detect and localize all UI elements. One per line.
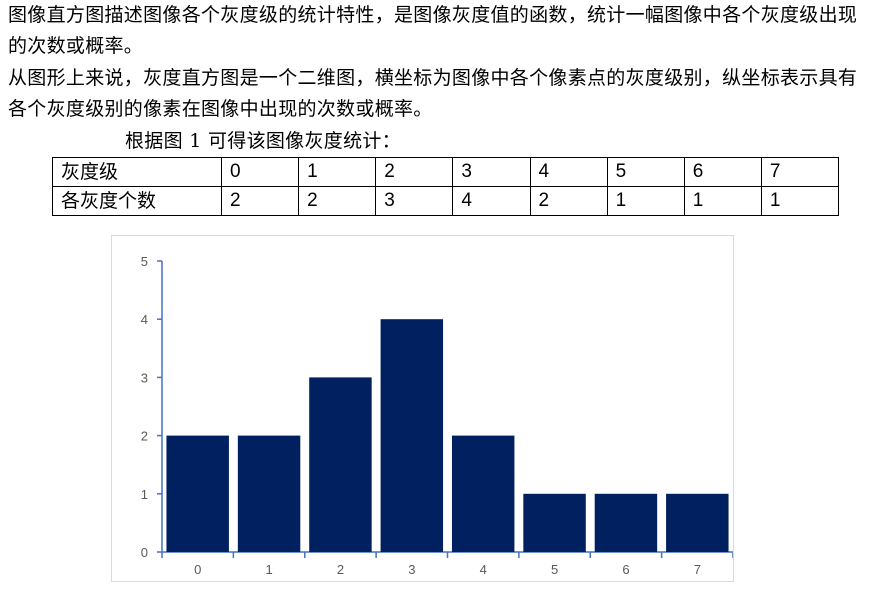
x-tick-label: 4 — [480, 562, 487, 577]
count-cell: 2 — [529, 186, 608, 216]
bar — [523, 493, 586, 552]
paragraph-graph-description: 从图形上来说，灰度直方图是一个二维图，横坐标为图像中各个像素点的灰度级别，纵坐标… — [8, 67, 858, 120]
y-tick-label: 0 — [141, 545, 148, 560]
x-tick-label: 5 — [551, 562, 558, 577]
bar — [451, 435, 515, 552]
histogram-chart: 0 1 2 3 4 5 0 1 2 3 4 5 6 7 — [111, 235, 734, 582]
bar — [594, 493, 658, 552]
y-tick-label: 2 — [141, 429, 148, 444]
y-tick-label: 3 — [141, 370, 148, 385]
table-row-levels: 灰度级 0 1 2 3 4 5 6 7 — [52, 157, 840, 187]
table-row-counts: 各灰度个数 2 2 3 4 2 1 1 1 — [52, 186, 840, 216]
count-cell: 1 — [760, 186, 840, 216]
row-header-counts: 各灰度个数 — [52, 186, 222, 216]
paragraph-definition: 图像直方图描述图像各个灰度级的统计特性，是图像灰度值的函数，统计一幅图像中各个灰… — [8, 4, 858, 57]
bar — [237, 435, 301, 552]
count-cell: 1 — [683, 186, 762, 216]
x-tick-label: 3 — [408, 562, 415, 577]
x-tick-label: 2 — [337, 562, 344, 577]
level-cell: 0 — [220, 157, 300, 187]
count-cell: 4 — [452, 186, 531, 216]
table-caption: 根据图 1 可得该图像灰度统计： — [125, 130, 401, 152]
level-cell: 6 — [683, 157, 762, 187]
count-cell: 2 — [298, 186, 377, 216]
y-tick-label: 5 — [141, 254, 148, 269]
histogram-svg: 0 1 2 3 4 5 0 1 2 3 4 5 6 7 — [141, 254, 733, 577]
row-header-levels: 灰度级 — [52, 157, 222, 187]
bar — [166, 435, 229, 552]
level-cell: 7 — [760, 157, 840, 187]
y-tick-label: 1 — [141, 487, 148, 502]
gray-level-table: 灰度级 0 1 2 3 4 5 6 7 各灰度个数 2 2 3 4 2 1 1 … — [52, 157, 840, 216]
x-tick-label: 7 — [694, 562, 701, 577]
level-cell: 5 — [606, 157, 685, 187]
level-cell: 2 — [375, 157, 454, 187]
x-tick-label: 1 — [265, 562, 272, 577]
level-cell: 3 — [452, 157, 531, 187]
x-tick-label: 0 — [194, 562, 201, 577]
count-cell: 2 — [220, 186, 300, 216]
level-cell: 1 — [298, 157, 377, 187]
level-cell: 4 — [529, 157, 608, 187]
bar — [666, 493, 729, 552]
count-cell: 1 — [606, 186, 685, 216]
bar — [309, 377, 372, 552]
y-tick-label: 4 — [141, 312, 148, 327]
bar — [380, 319, 444, 552]
x-tick-label: 6 — [622, 562, 629, 577]
count-cell: 3 — [375, 186, 454, 216]
